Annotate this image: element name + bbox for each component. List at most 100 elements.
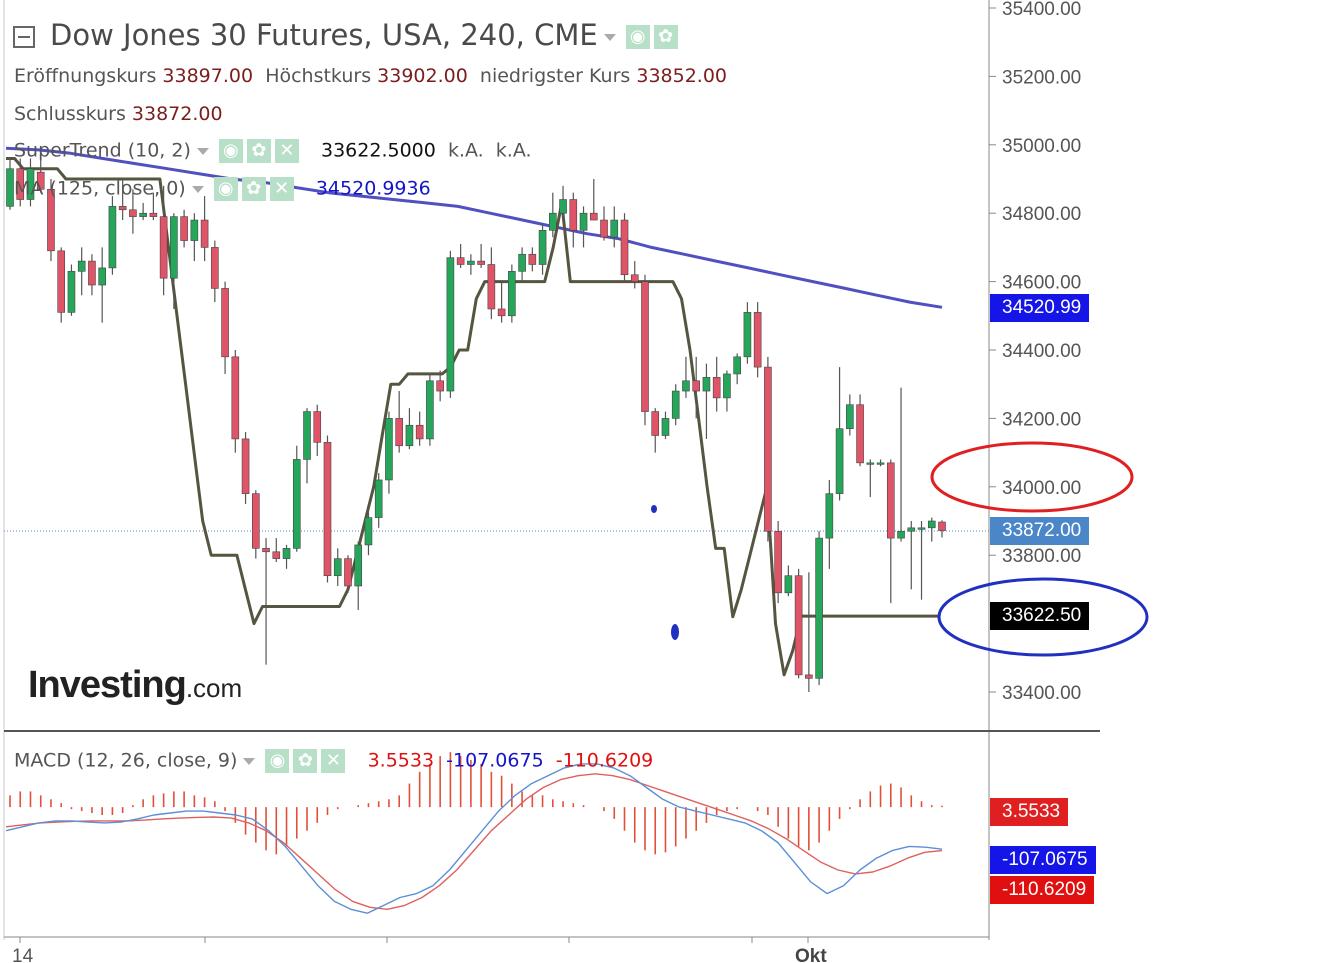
candle-body bbox=[415, 424, 424, 440]
eye-icon[interactable]: ◉ bbox=[265, 749, 290, 773]
macd-lines bbox=[5, 763, 943, 914]
high-label: Höchstkurs bbox=[265, 65, 372, 87]
ma-series bbox=[5, 146, 943, 309]
close-value: 33872.00 bbox=[131, 103, 223, 125]
candle-body bbox=[211, 247, 219, 289]
time-axis[interactable]: 14 Okt bbox=[12, 937, 827, 963]
candle-body bbox=[702, 377, 711, 392]
collapse-icon[interactable] bbox=[13, 26, 35, 48]
gear-icon[interactable]: ✿ bbox=[293, 749, 318, 773]
supertrend-value: 33622.5000 bbox=[321, 139, 436, 162]
candle-body bbox=[446, 257, 455, 392]
candle-body bbox=[262, 548, 270, 553]
candle-body bbox=[907, 527, 916, 532]
candle-body bbox=[876, 462, 885, 465]
candle-body bbox=[241, 438, 250, 494]
gear-icon[interactable]: ✿ bbox=[246, 139, 271, 163]
candle-body bbox=[272, 551, 281, 559]
candle-body bbox=[139, 212, 147, 217]
candle-body bbox=[743, 312, 752, 358]
high-value: 33902.00 bbox=[377, 65, 468, 87]
macd-line-tag: -107.0675 bbox=[990, 846, 1096, 874]
candlestick-series bbox=[6, 151, 946, 692]
ma-label[interactable]: MA (125, close, 0) bbox=[14, 177, 186, 200]
candle-body bbox=[682, 380, 690, 392]
eye-icon[interactable]: ◉ bbox=[213, 177, 238, 201]
candle-body bbox=[497, 308, 506, 317]
price-tick-label: 34600.00 bbox=[1002, 273, 1081, 294]
supertrend-label[interactable]: SuperTrend (10, 2) bbox=[14, 139, 191, 162]
candle-body bbox=[671, 390, 680, 419]
candle-body bbox=[825, 493, 834, 539]
candle-body bbox=[723, 373, 731, 399]
candle-body bbox=[528, 253, 537, 265]
price-tick-label: 35200.00 bbox=[1002, 67, 1081, 88]
macd-hist-tag: 3.5533 bbox=[990, 798, 1069, 826]
candle-body bbox=[630, 274, 639, 282]
price-tick-label: 33800.00 bbox=[1002, 546, 1081, 567]
chart-title-row: Dow Jones 30 Futures, USA, 240, CME ◉ ✿ bbox=[50, 18, 682, 52]
macd-legend: MACD (12, 26, close, 9) ◉ ✿ ✕ 3.5533 -107.0… bbox=[14, 749, 653, 773]
chart-marker-dot bbox=[651, 505, 657, 513]
price-tick-label: 35000.00 bbox=[1002, 136, 1081, 157]
candle-body bbox=[88, 260, 96, 286]
candle-body bbox=[712, 377, 721, 399]
candle-body bbox=[344, 558, 352, 587]
ma-line bbox=[5, 146, 943, 309]
macd-signal-value: -110.6209 bbox=[555, 749, 654, 772]
candle-body bbox=[16, 168, 25, 200]
gear-icon[interactable]: ✿ bbox=[241, 177, 266, 201]
supertrend-line bbox=[6, 157, 938, 677]
candle-body bbox=[927, 520, 936, 529]
candle-body bbox=[57, 250, 66, 313]
candle-body bbox=[456, 257, 465, 265]
candle-body bbox=[589, 212, 598, 221]
candle-body bbox=[917, 527, 926, 530]
chevron-down-icon[interactable] bbox=[191, 185, 204, 193]
ma-value: 34520.9936 bbox=[315, 177, 431, 200]
open-value: 33897.00 bbox=[162, 65, 254, 87]
chevron-down-icon[interactable] bbox=[243, 757, 256, 765]
candle-body bbox=[26, 168, 35, 200]
close-price-tag: 33872.00 bbox=[990, 517, 1090, 545]
candle-body bbox=[118, 206, 127, 211]
candle-body bbox=[538, 230, 547, 265]
candle-body bbox=[252, 493, 260, 549]
supertrend-extra-1: k.A. bbox=[447, 139, 484, 162]
candle-body bbox=[364, 517, 373, 546]
candle-body bbox=[897, 530, 905, 539]
candle-body bbox=[692, 380, 700, 392]
chevron-down-icon[interactable] bbox=[196, 147, 209, 155]
chevron-down-icon[interactable] bbox=[603, 33, 616, 41]
candle-body bbox=[549, 212, 557, 231]
candle-body bbox=[292, 459, 301, 549]
low-label: niedrigster Kurs bbox=[479, 65, 631, 87]
supertrend-series bbox=[6, 157, 938, 677]
supertrend-legend: SuperTrend (10, 2) ◉ ✿ ✕ 33622.5000 k.A. k.… bbox=[14, 139, 532, 163]
candle-body bbox=[866, 462, 875, 465]
candle-body bbox=[487, 264, 496, 310]
candle-body bbox=[231, 356, 240, 440]
close-icon[interactable]: ✕ bbox=[321, 749, 346, 773]
candle-body bbox=[661, 418, 670, 436]
candle-body bbox=[467, 260, 475, 265]
macd-hist-value: 3.5533 bbox=[367, 749, 435, 772]
eye-icon[interactable]: ◉ bbox=[625, 25, 650, 49]
gear-icon[interactable]: ✿ bbox=[653, 25, 678, 49]
price-axis[interactable]: 35400.00 35200.00 35000.00 34800.00 34600.00… bbox=[989, 0, 1081, 704]
candle-body bbox=[774, 530, 782, 594]
candle-body bbox=[559, 199, 567, 214]
candle-body bbox=[313, 411, 322, 443]
price-tick-label: 34000.00 bbox=[1002, 478, 1081, 499]
candle-body bbox=[794, 575, 803, 676]
close-icon[interactable]: ✕ bbox=[269, 177, 294, 201]
supertrend-price-tag: 33622.50 bbox=[990, 602, 1090, 630]
candle-body bbox=[846, 404, 854, 429]
eye-icon[interactable]: ◉ bbox=[218, 139, 243, 163]
price-tick-label: 33400.00 bbox=[1002, 683, 1081, 704]
candle-body bbox=[477, 260, 485, 265]
candle-body bbox=[805, 674, 813, 679]
close-icon[interactable]: ✕ bbox=[274, 139, 299, 163]
macd-label[interactable]: MACD (12, 26, close, 9) bbox=[14, 749, 238, 772]
